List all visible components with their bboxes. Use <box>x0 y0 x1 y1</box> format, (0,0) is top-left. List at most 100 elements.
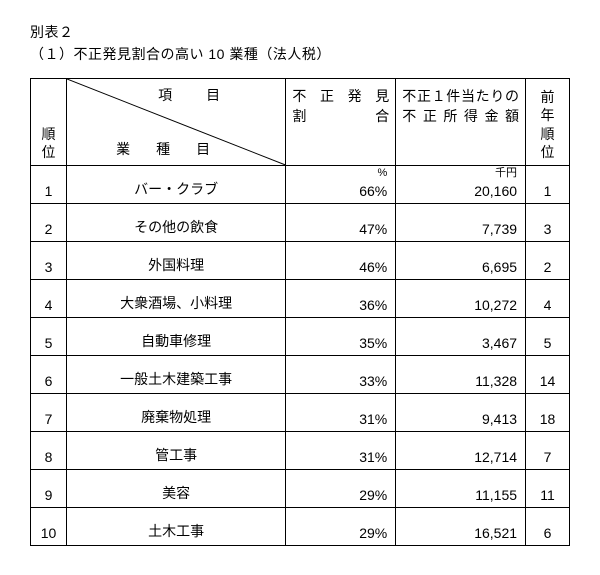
hdr-rank-text: 順位 <box>41 126 55 160</box>
ranking-table: 順位 項 目 業 種 目 不 正 発 見 割 合 不正１件当たりの 不 正 所 … <box>30 78 570 546</box>
table-header-row: 順位 項 目 業 種 目 不 正 発 見 割 合 不正１件当たりの 不 正 所 … <box>31 79 570 166</box>
cell-rank: 2 <box>31 204 67 242</box>
table-row: 2 その他の飲食 47% 7,739 3 <box>31 204 570 242</box>
cell-amt: 11,155 <box>396 470 526 508</box>
cell-pct-value: 66% <box>290 183 387 199</box>
cell-pct: 35% <box>286 318 396 356</box>
hdr-diag-bottom: 業 種 目 <box>67 139 285 159</box>
cell-pct-value: 47% <box>290 221 387 237</box>
cell-rank: 9 <box>31 470 67 508</box>
cell-pct: 47% <box>286 204 396 242</box>
cell-prev: 1 <box>526 166 570 204</box>
cell-category-value: 土木工事 <box>71 521 281 541</box>
table-row: 9美容29%11,155 11 <box>31 470 570 508</box>
cell-prev: 18 <box>526 394 570 432</box>
cell-amt-value: 11,328 <box>400 373 517 389</box>
cell-category: 一般土木建築工事 <box>66 356 285 394</box>
table-container: 順位 項 目 業 種 目 不 正 発 見 割 合 不正１件当たりの 不 正 所 … <box>30 78 570 546</box>
cell-pct: 31% <box>286 432 396 470</box>
cell-pct-value: 29% <box>290 525 387 541</box>
hdr-pct-l2: 割 合 <box>292 107 389 127</box>
cell-amt-value: 16,521 <box>400 525 517 541</box>
cell-category-value: その他の飲食 <box>71 217 281 237</box>
cell-pct: %66% <box>286 166 396 204</box>
hdr-category: 項 目 業 種 目 <box>66 79 285 166</box>
cell-prev-value: 14 <box>530 373 565 389</box>
cell-pct-value: 33% <box>290 373 387 389</box>
cell-amt-value: 11,155 <box>400 487 517 503</box>
table-row: 3 外国料理 46% 6,695 2 <box>31 242 570 280</box>
cell-prev: 3 <box>526 204 570 242</box>
cell-amt: 16,521 <box>396 508 526 546</box>
cell-amt-value: 12,714 <box>400 449 517 465</box>
cell-category: 廃棄物処理 <box>66 394 285 432</box>
table-row: 5自動車修理35%3,4675 <box>31 318 570 356</box>
cell-category: 美容 <box>66 470 285 508</box>
cell-rank-value: 1 <box>35 183 62 199</box>
cell-prev-value: 5 <box>530 335 565 351</box>
hdr-amt-l2: 不 正 所 得 金 額 <box>402 107 519 127</box>
cell-amt-value: 6,695 <box>400 259 517 275</box>
table-row: 7廃棄物処理31%9,413 18 <box>31 394 570 432</box>
cell-pct: 29% <box>286 470 396 508</box>
cell-category-value: 自動車修理 <box>71 331 281 351</box>
cell-pct-value: 46% <box>290 259 387 275</box>
cell-rank: 4 <box>31 280 67 318</box>
cell-amt: 千円 20,160 <box>396 166 526 204</box>
cell-category: 自動車修理 <box>66 318 285 356</box>
cell-rank-value: 2 <box>35 221 62 237</box>
cell-prev-value: 1 <box>530 183 565 199</box>
page-title-1: 別表２ <box>30 22 570 42</box>
cell-prev-value: 7 <box>530 449 565 465</box>
cell-prev-value: 18 <box>530 411 565 427</box>
table-row: 4大衆酒場、小料理36%10,2724 <box>31 280 570 318</box>
cell-amt-unit: 千円 <box>400 168 517 179</box>
cell-pct-value: 31% <box>290 449 387 465</box>
cell-rank: 7 <box>31 394 67 432</box>
cell-prev-value: 11 <box>530 487 565 503</box>
cell-category-value: 一般土木建築工事 <box>71 369 281 389</box>
hdr-amt: 不正１件当たりの 不 正 所 得 金 額 <box>396 79 526 166</box>
cell-category: 外国料理 <box>66 242 285 280</box>
cell-amt-value: 9,413 <box>400 411 517 427</box>
cell-pct: 36% <box>286 280 396 318</box>
table-row: 1 バー・クラブ%66% 千円 20,160 1 <box>31 166 570 204</box>
cell-amt: 9,413 <box>396 394 526 432</box>
cell-rank-value: 5 <box>35 335 62 351</box>
cell-category: 管工事 <box>66 432 285 470</box>
cell-amt: 3,467 <box>396 318 526 356</box>
cell-pct: 31% <box>286 394 396 432</box>
cell-amt-value: 7,739 <box>400 221 517 237</box>
cell-rank: 5 <box>31 318 67 356</box>
cell-rank-value: 6 <box>35 373 62 389</box>
page-title-2: （１）不正発見割合の高い 10 業種（法人税） <box>30 44 570 64</box>
cell-rank: 1 <box>31 166 67 204</box>
cell-rank: 8 <box>31 432 67 470</box>
cell-amt: 6,695 <box>396 242 526 280</box>
cell-amt: 12,714 <box>396 432 526 470</box>
table-row: 6 一般土木建築工事 33% 11,328 14 <box>31 356 570 394</box>
cell-prev: 6 <box>526 508 570 546</box>
cell-rank: 6 <box>31 356 67 394</box>
cell-prev-value: 2 <box>530 259 565 275</box>
cell-rank-value: 3 <box>35 259 62 275</box>
cell-prev: 5 <box>526 318 570 356</box>
cell-amt-value: 20,160 <box>400 183 517 199</box>
cell-category: その他の飲食 <box>66 204 285 242</box>
cell-prev: 4 <box>526 280 570 318</box>
hdr-diag-top: 項 目 <box>67 85 285 105</box>
cell-prev: 14 <box>526 356 570 394</box>
cell-category-value: 大衆酒場、小料理 <box>71 293 281 313</box>
cell-pct-value: 35% <box>290 335 387 351</box>
cell-rank-value: 10 <box>35 525 62 541</box>
table-row: 8管工事 31% 12,714 7 <box>31 432 570 470</box>
cell-category-value: 廃棄物処理 <box>71 407 281 427</box>
cell-category-value: 外国料理 <box>71 255 281 275</box>
cell-amt-value: 10,272 <box>400 297 517 313</box>
hdr-pct: 不 正 発 見 割 合 <box>286 79 396 166</box>
cell-category: 大衆酒場、小料理 <box>66 280 285 318</box>
cell-category-value: バー・クラブ <box>71 179 281 199</box>
cell-amt: 10,272 <box>396 280 526 318</box>
hdr-pct-l1: 不 正 発 見 <box>292 87 389 107</box>
cell-prev-value: 6 <box>530 525 565 541</box>
